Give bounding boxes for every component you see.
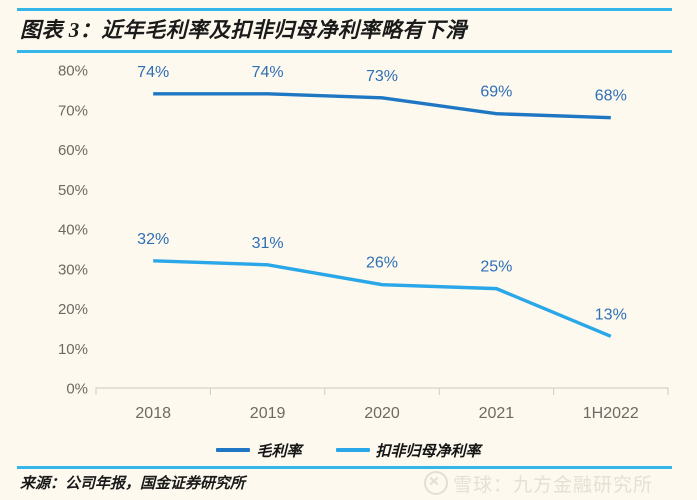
- x-axis-tick-label: 2018: [135, 405, 171, 422]
- x-axis-line: [95, 387, 669, 395]
- data-point-label: 74%: [252, 64, 284, 81]
- data-point-label: 73%: [366, 68, 398, 85]
- watermark-label: 雪球：九方金融研究所: [453, 474, 654, 496]
- footer-rule: [17, 466, 672, 469]
- y-axis-tick-labels: 0% 10% 20% 30% 40% 50% 60% 70% 80%: [58, 63, 88, 398]
- x-axis-tick-labels: 2018 2019 2020 2021 1H2022: [135, 405, 639, 422]
- data-point-label: 69%: [480, 84, 512, 101]
- x-axis-tick-marks: [209, 388, 555, 395]
- chart-legend: 毛利率 扣非归母净利率: [0, 437, 697, 463]
- data-point-label: 74%: [137, 64, 169, 81]
- y-axis-tick-label: 10%: [58, 341, 88, 358]
- legend-swatch: [216, 448, 251, 452]
- series-lines: [153, 92, 612, 338]
- legend-item[interactable]: 毛利率: [216, 440, 302, 461]
- data-point-label: 26%: [366, 255, 398, 272]
- x-axis-tick-label: 2019: [250, 405, 286, 422]
- chart-title: 图表 3：近年毛利率及扣非归母净利率略有下滑: [20, 18, 467, 42]
- line-chart-svg: 0%10%20%30%40%50%60%70%80% 2018 2019 2020 2…: [58, 63, 669, 422]
- chart-plot-area: 0% 10% 20% 30% 40% 50% 60% 70% 80% 2018 2019 2020 2…: [0, 55, 697, 435]
- y-axis-tick-label: 50%: [58, 182, 88, 199]
- x-axis-tick-label: 2021: [479, 405, 515, 422]
- data-point-label: 68%: [595, 88, 627, 105]
- title-rule-bottom: [17, 50, 672, 53]
- legend-label: 毛利率: [256, 443, 302, 460]
- y-axis-tick-label: 60%: [58, 142, 88, 159]
- source-note: 来源：公司年报，国金证券研究所: [20, 476, 246, 492]
- x-axis-tick-label: 1H2022: [583, 405, 639, 422]
- data-point-label: 13%: [595, 306, 627, 323]
- series-data-labels: 74% 74% 73% 69% 68% 32% 31% 26% 25% 13%: [137, 64, 627, 323]
- data-point-label: 25%: [480, 259, 512, 276]
- legend-label: 扣非归母净利率: [375, 443, 481, 460]
- x-axis-tick-label: 2020: [364, 405, 400, 422]
- xueqiu-circle-x-icon: [424, 471, 448, 495]
- y-axis-tick-label: 20%: [58, 301, 88, 318]
- y-axis-tick-label: 0%: [66, 381, 88, 398]
- data-point-label: 32%: [137, 231, 169, 248]
- y-axis-tick-label: 70%: [58, 102, 88, 119]
- y-axis-tick-label: 30%: [58, 261, 88, 278]
- title-rule-top: [17, 8, 672, 11]
- y-axis-tick-label: 40%: [58, 222, 88, 239]
- watermark: 雪球：九方金融研究所: [424, 468, 653, 498]
- series-line: [153, 259, 612, 338]
- legend-item[interactable]: 扣非归母净利率: [335, 440, 481, 461]
- series-line: [153, 92, 611, 120]
- y-axis-tick-label: 80%: [58, 63, 88, 80]
- data-point-label: 31%: [252, 235, 284, 252]
- legend-swatch: [335, 448, 370, 452]
